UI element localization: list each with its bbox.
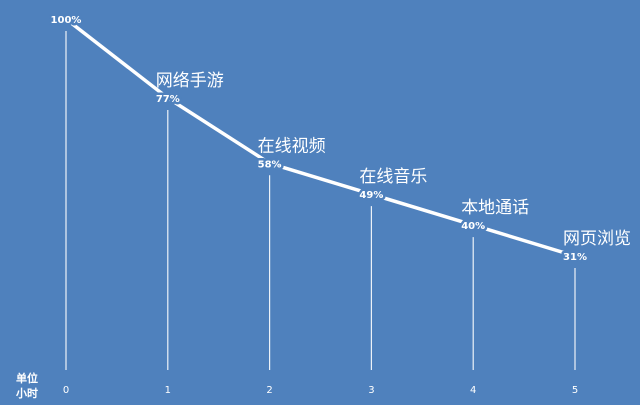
data-label: 31% <box>563 252 587 263</box>
x-unit-label: 单位 小时 <box>10 371 44 401</box>
data-label: 49% <box>359 190 383 201</box>
point-name-label: 在线视频 <box>258 136 326 156</box>
point-name-label: 在线音乐 <box>359 167 427 187</box>
point-name-label: 网络手游 <box>156 71 224 91</box>
x-tick-label: 3 <box>368 385 374 396</box>
data-label: 40% <box>461 221 485 232</box>
x-unit-label-line-1: 单位 <box>16 372 38 385</box>
x-tick-label: 0 <box>63 385 69 396</box>
data-label: 58% <box>258 159 282 170</box>
x-unit-label-line-2: 小时 <box>16 387 38 400</box>
x-tick-label: 2 <box>266 385 272 396</box>
series-line <box>64 17 577 258</box>
point-name-label: 本地通话 <box>461 198 529 218</box>
x-tick-label: 1 <box>165 385 171 396</box>
data-label: 100% <box>51 15 82 26</box>
point-name-label: 网页浏览 <box>563 229 631 249</box>
data-label: 77% <box>156 94 180 105</box>
x-tick-label: 5 <box>572 385 578 396</box>
x-tick-label: 4 <box>470 385 476 396</box>
